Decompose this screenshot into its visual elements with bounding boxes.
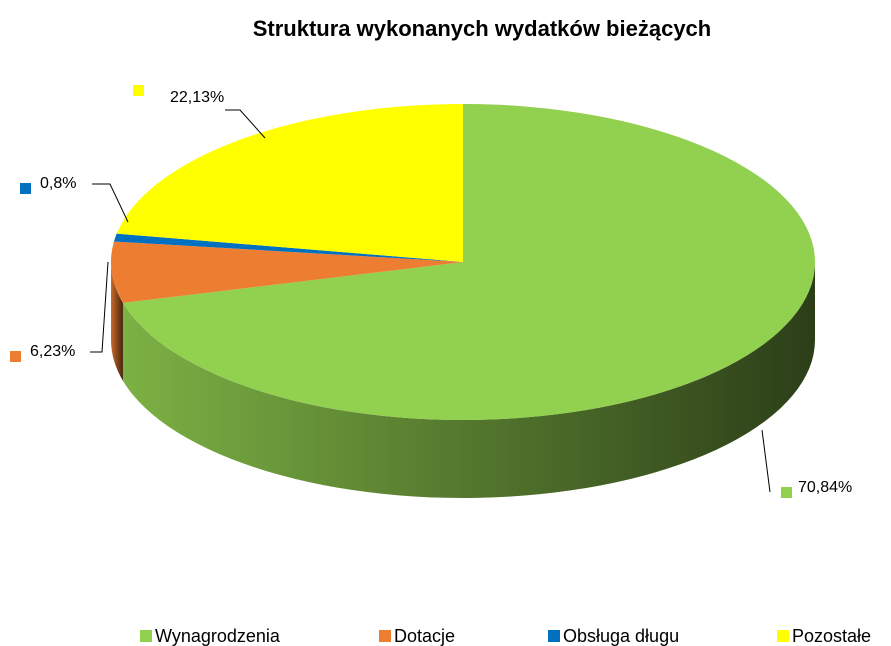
legend-label: Pozostałe xyxy=(792,626,871,646)
label-key xyxy=(20,183,31,194)
legend-label: Obsługa długu xyxy=(563,626,679,646)
legend-key xyxy=(777,630,789,642)
chart-title: Struktura wykonanych wydatków bieżących xyxy=(253,16,711,41)
slice xyxy=(110,241,463,303)
legend-key xyxy=(548,630,560,642)
data-label: 22,13% xyxy=(170,89,224,106)
leader-line xyxy=(225,109,266,139)
legend-label: Dotacje xyxy=(394,626,455,646)
slice-side xyxy=(122,262,815,499)
slice xyxy=(116,104,463,262)
leader-line xyxy=(92,183,129,223)
legend-label: Wynagrodzenia xyxy=(155,626,281,646)
legend-key xyxy=(140,630,152,642)
leader-line xyxy=(761,429,771,493)
legend-key xyxy=(379,630,391,642)
slice xyxy=(113,233,464,262)
label-key xyxy=(781,487,792,498)
label-key xyxy=(10,351,21,362)
data-label: 70,84% xyxy=(798,479,852,496)
label-key xyxy=(133,85,144,96)
leader-line xyxy=(90,261,109,353)
data-label: 6,23% xyxy=(30,343,75,360)
slice xyxy=(122,104,815,420)
data-label: 0,8% xyxy=(40,175,76,192)
slice-side xyxy=(111,262,123,381)
